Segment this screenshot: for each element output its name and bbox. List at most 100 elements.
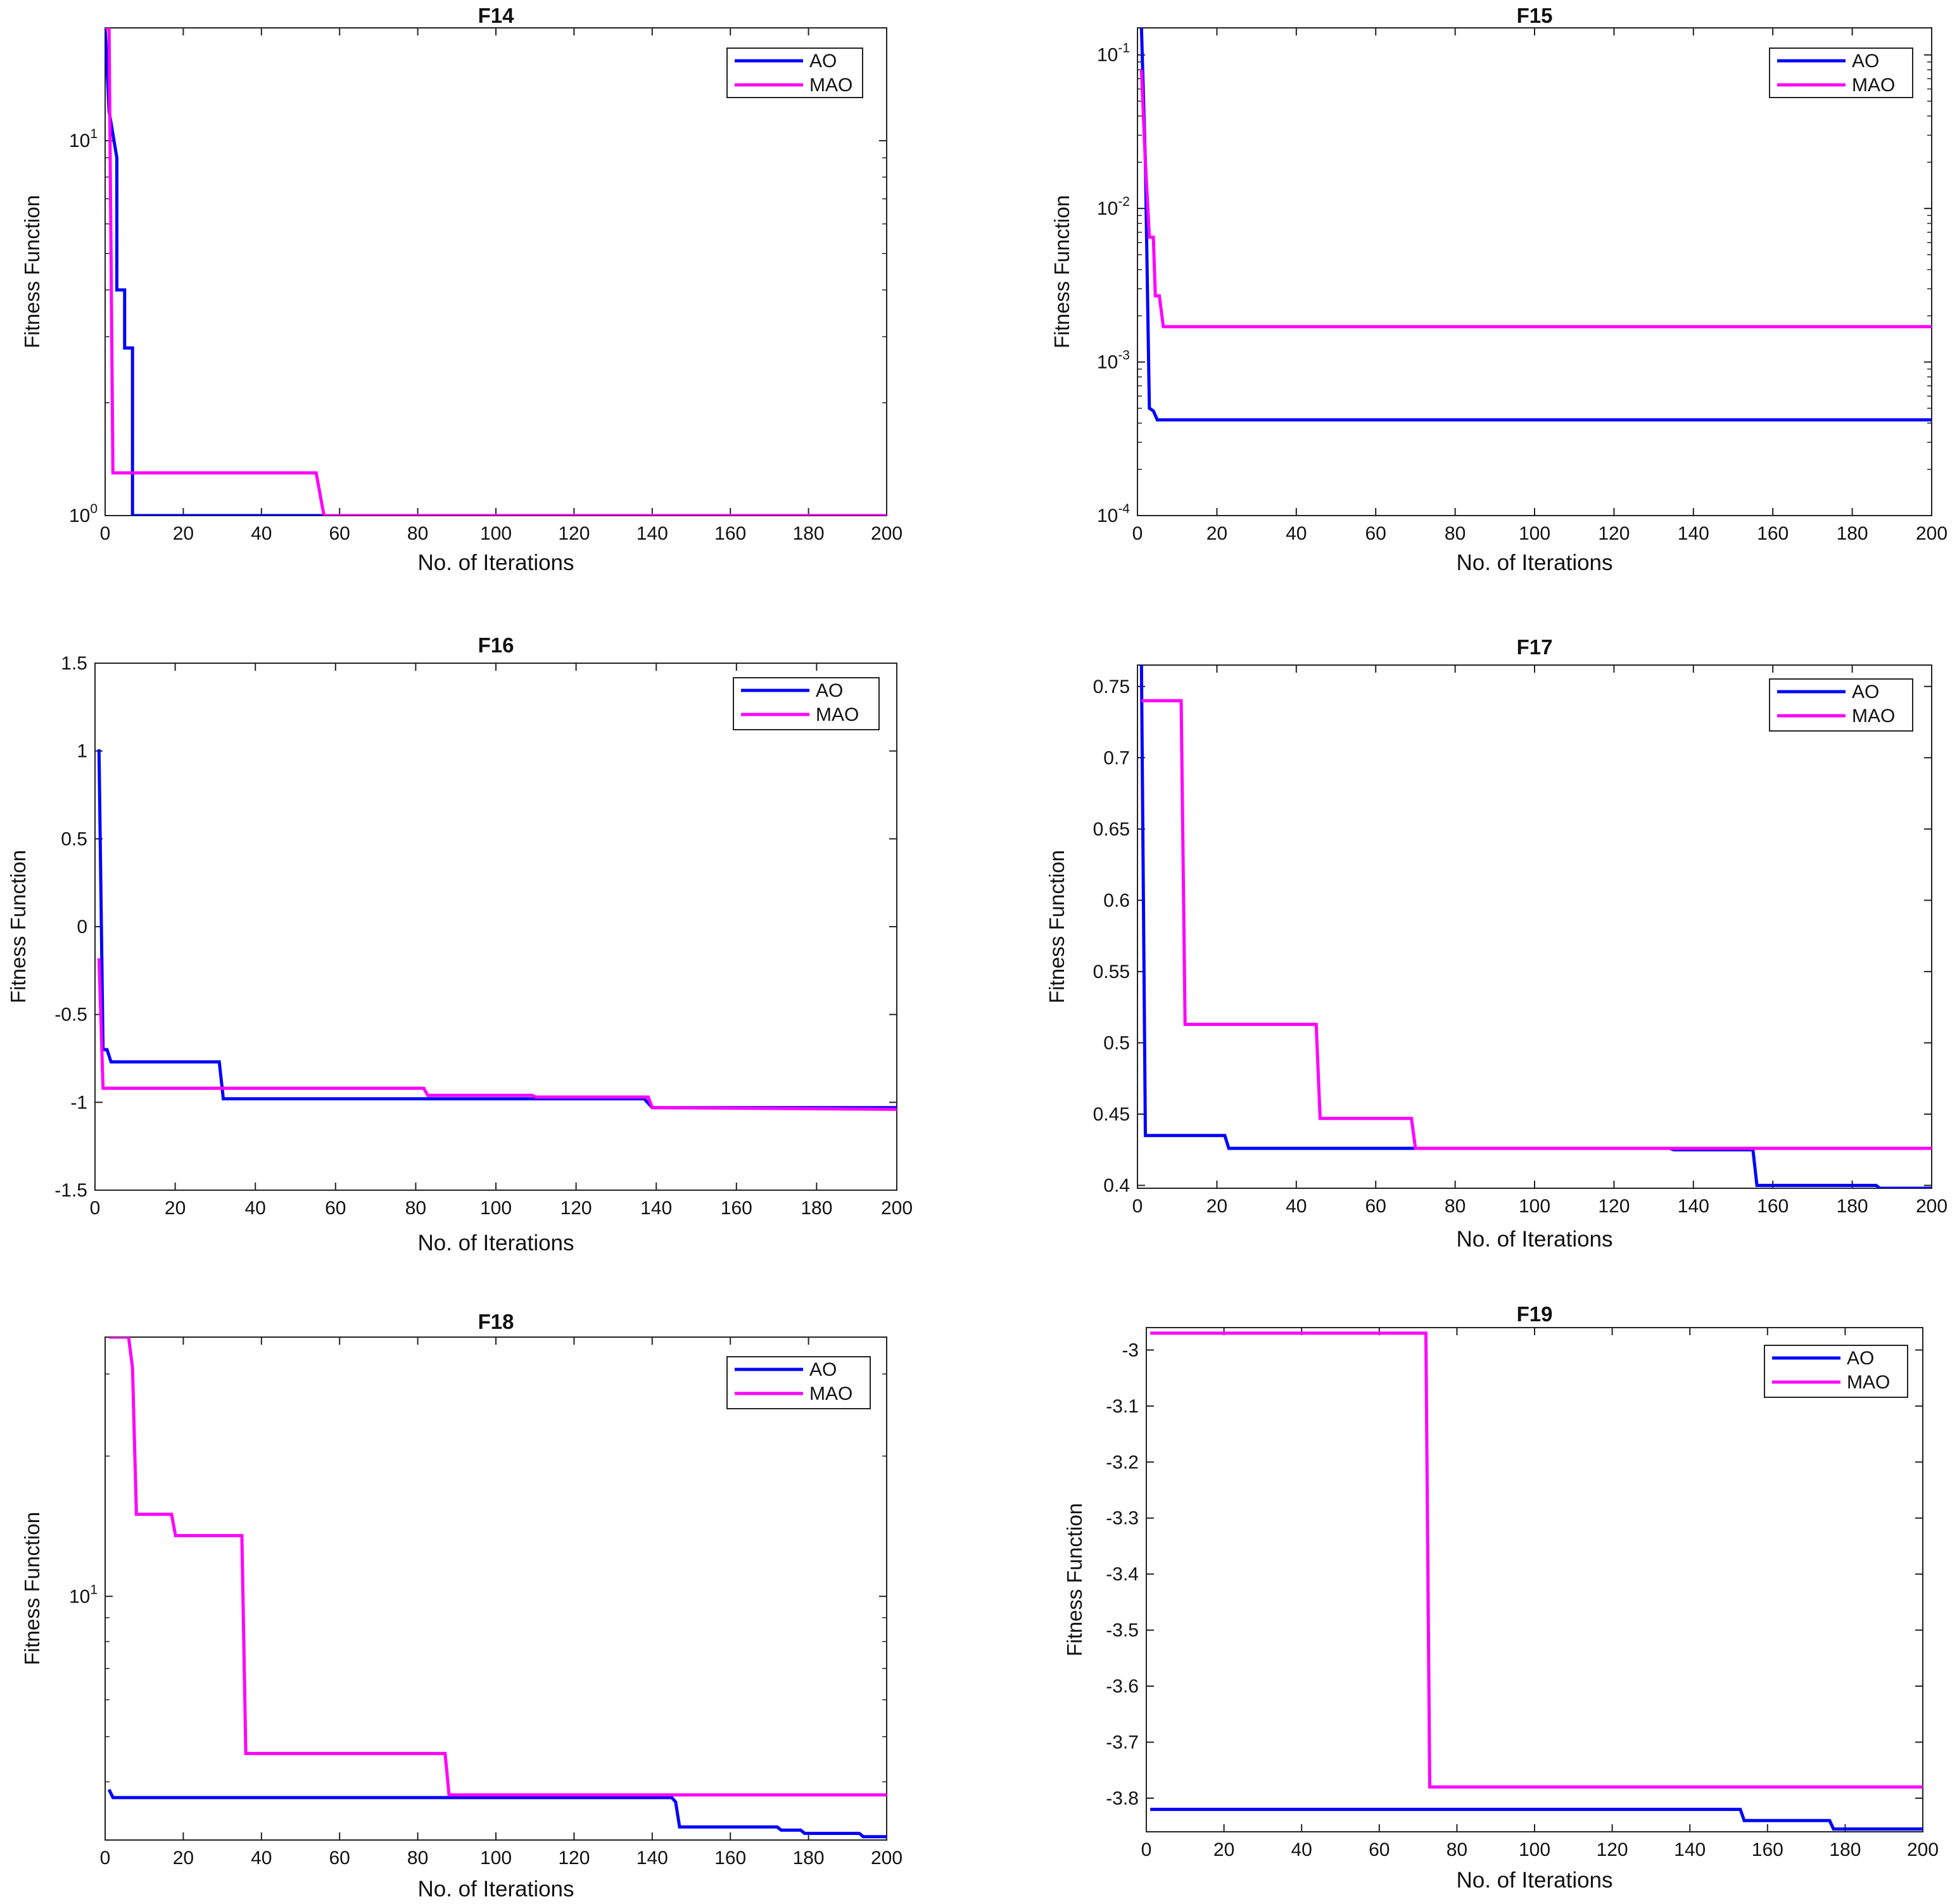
y-tick-label: 0.4 xyxy=(1103,1175,1130,1196)
y-tick-label: 0.75 xyxy=(1093,676,1130,697)
y-axis-label: Fitness Function xyxy=(1063,1503,1086,1656)
x-tick-label: 120 xyxy=(1598,1196,1630,1217)
y-tick-label: -3.3 xyxy=(1106,1508,1139,1529)
x-tick-label: 0 xyxy=(1132,523,1143,544)
x-tick-label: 60 xyxy=(329,523,350,544)
legend-box xyxy=(1764,1345,1908,1398)
x-tick-label: 80 xyxy=(405,1198,426,1219)
x-tick-label: 180 xyxy=(1837,523,1868,544)
y-tick-label: -3.5 xyxy=(1106,1620,1139,1641)
x-axis-label: No. of Iterations xyxy=(417,550,574,575)
x-tick-label: 20 xyxy=(1206,1196,1227,1217)
x-tick-label: 60 xyxy=(329,1848,350,1869)
y-tick-label: 0.45 xyxy=(1093,1104,1130,1125)
x-tick-label: 100 xyxy=(1519,1839,1550,1860)
x-tick-label: 20 xyxy=(173,1848,194,1869)
x-tick-label: 140 xyxy=(1678,523,1709,544)
x-tick-label: 120 xyxy=(558,523,590,544)
x-tick-label: 140 xyxy=(1678,1196,1709,1217)
x-tick-label: 140 xyxy=(636,523,668,544)
x-axis-label: No. of Iterations xyxy=(417,1231,574,1255)
x-tick-label: 200 xyxy=(871,1848,902,1869)
x-tick-label: 60 xyxy=(1365,1196,1386,1217)
x-tick-label: 20 xyxy=(173,523,194,544)
x-tick-label: 20 xyxy=(1213,1839,1234,1860)
legend-label-ao: AO xyxy=(809,1359,837,1380)
y-tick-label: 0.55 xyxy=(1093,962,1130,982)
x-tick-label: 80 xyxy=(407,523,428,544)
series-line-mao xyxy=(1141,699,1932,1150)
x-tick-label: 100 xyxy=(480,523,512,544)
x-tick-label: 140 xyxy=(636,1848,668,1869)
y-tick-label: 0 xyxy=(77,917,87,937)
legend-box xyxy=(1769,678,1913,732)
x-tick-label: 180 xyxy=(793,523,825,544)
y-tick-label: -3.1 xyxy=(1106,1396,1139,1417)
legend: AO MAO xyxy=(1769,678,1913,732)
x-tick-label: 0 xyxy=(100,1848,111,1869)
x-tick-label: 160 xyxy=(714,1848,746,1869)
x-tick-label: 120 xyxy=(560,1198,592,1219)
x-tick-label: 40 xyxy=(251,1848,272,1869)
series-line-ao xyxy=(105,28,887,516)
chart-title: F18 xyxy=(478,1310,514,1333)
y-tick-label: -1 xyxy=(70,1092,87,1113)
x-axis-label: No. of Iterations xyxy=(1456,1868,1612,1893)
x-tick-label: 0 xyxy=(1132,1196,1143,1217)
x-tick-label: 140 xyxy=(640,1198,672,1219)
x-tick-label: 140 xyxy=(1674,1839,1706,1860)
chart-panel-f17: F17 0 20 40 60 80 100 120 140 160 180 200 0.75 0.7 0.6… xyxy=(1045,635,1948,1252)
chart-title: F14 xyxy=(478,4,515,27)
y-tick-label: -3 xyxy=(1122,1340,1139,1361)
legend: AO MAO xyxy=(1769,48,1913,98)
legend: AO MAO xyxy=(733,677,880,730)
x-tick-label: 100 xyxy=(1519,523,1550,544)
chart-title: F19 xyxy=(1517,1302,1553,1326)
y-tick-label: -3.4 xyxy=(1106,1564,1139,1585)
legend-label-mao: MAO xyxy=(809,75,852,96)
legend-label-ao: AO xyxy=(809,51,837,72)
y-axis-label: Fitness Function xyxy=(6,850,30,1003)
y-tick-label: -3.2 xyxy=(1106,1452,1139,1473)
x-tick-label: 40 xyxy=(1291,1839,1312,1860)
x-tick-label: 200 xyxy=(1907,1839,1939,1860)
x-tick-label: 160 xyxy=(714,523,746,544)
x-tick-label: 20 xyxy=(165,1198,186,1219)
x-tick-label: 100 xyxy=(480,1848,512,1869)
x-tick-label: 200 xyxy=(1916,523,1948,544)
y-tick-label: -3.6 xyxy=(1106,1676,1139,1697)
x-tick-label: 120 xyxy=(558,1848,590,1869)
x-tick-label: 80 xyxy=(1445,1196,1466,1217)
y-tick-label: 0.7 xyxy=(1103,747,1130,768)
x-tick-label: 120 xyxy=(1597,1839,1628,1860)
y-axis-label: Fitness Function xyxy=(1045,850,1068,1003)
x-tick-label: 60 xyxy=(325,1198,346,1219)
x-tick-label: 200 xyxy=(1916,1196,1948,1217)
x-tick-label: 100 xyxy=(480,1198,512,1219)
x-axis-label: No. of Iterations xyxy=(1456,550,1612,575)
x-tick-label: 100 xyxy=(1519,1196,1550,1217)
x-tick-label: 40 xyxy=(245,1198,266,1219)
x-tick-label: 160 xyxy=(1757,523,1789,544)
legend-box xyxy=(733,677,880,730)
x-tick-label: 60 xyxy=(1369,1839,1390,1860)
series-line-mao xyxy=(109,1337,887,1797)
x-tick-label: 0 xyxy=(1141,1839,1152,1860)
chart-title: F17 xyxy=(1517,635,1553,659)
y-tick-label: 0.6 xyxy=(1103,890,1130,911)
x-tick-label: 60 xyxy=(1365,523,1386,544)
series-line-mao xyxy=(1139,70,1932,329)
y-tick-label: 10-1 xyxy=(1097,41,1130,66)
x-tick-label: 40 xyxy=(1286,1196,1307,1217)
y-axis-label: Fitness Function xyxy=(20,195,44,348)
y-tick-label: 0.5 xyxy=(61,828,87,849)
legend-label-mao: MAO xyxy=(816,704,859,725)
y-tick-label: -1.5 xyxy=(54,1180,87,1201)
x-tick-label: 80 xyxy=(1447,1839,1467,1860)
chart-title: F16 xyxy=(478,633,514,657)
x-axis-label: No. of Iterations xyxy=(1456,1227,1612,1252)
legend-box xyxy=(726,1356,871,1409)
